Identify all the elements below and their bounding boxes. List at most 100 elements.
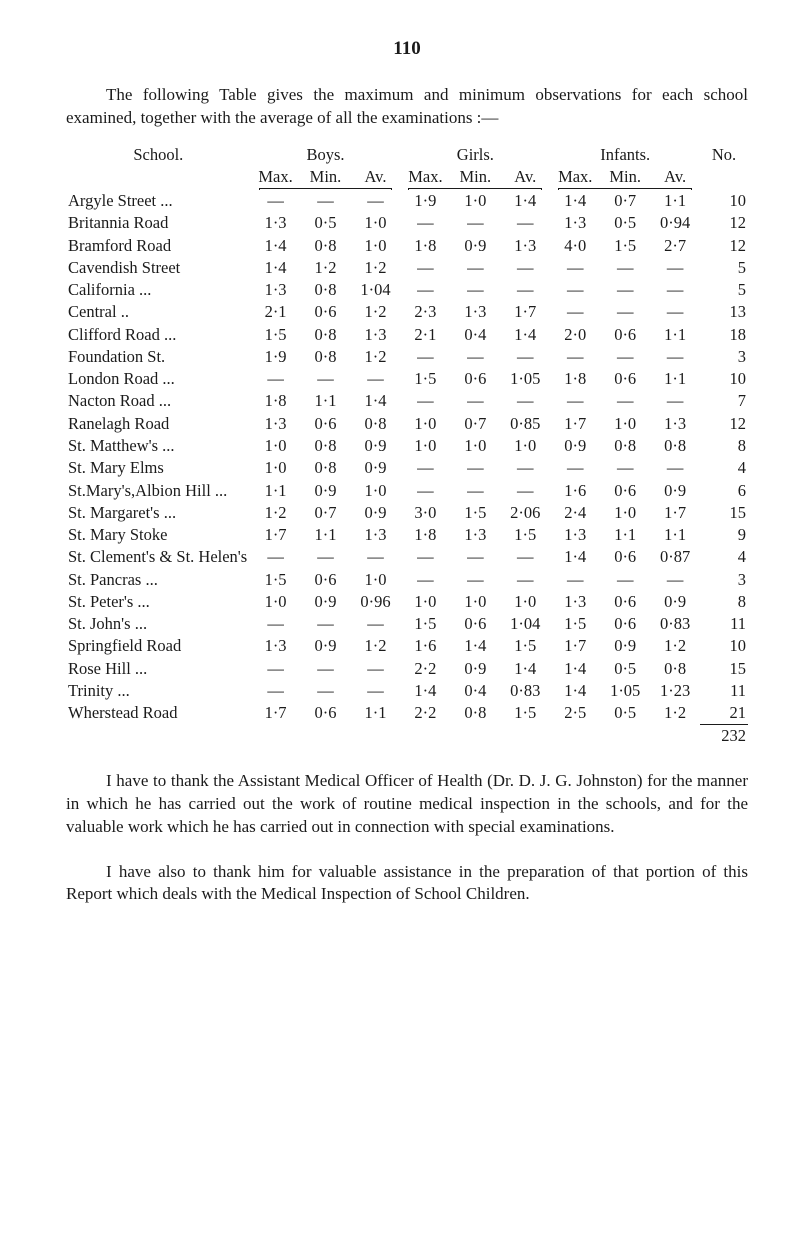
value-cell: 0·8: [301, 346, 351, 368]
colgroup-boys: Boys.: [251, 144, 401, 166]
value-cell: 1·05: [500, 368, 550, 390]
value-cell: 0·85: [500, 413, 550, 435]
no-cell: 15: [700, 502, 748, 524]
school-name-cell: St. Peter's ...: [66, 591, 251, 613]
value-cell: —: [400, 569, 450, 591]
value-cell: —: [400, 279, 450, 301]
value-cell: 1·2: [350, 257, 400, 279]
table-row: St. Mary Stoke1·71·11·31·81·31·51·31·11·…: [66, 524, 748, 546]
value-cell: 1·04: [350, 279, 400, 301]
table-row: St.Mary's,Albion Hill ...1·10·91·0———1·6…: [66, 480, 748, 502]
no-cell: 21: [700, 702, 748, 725]
value-cell: 0·8: [301, 324, 351, 346]
value-cell: 1·5: [400, 613, 450, 635]
value-cell: —: [600, 346, 650, 368]
value-cell: —: [301, 680, 351, 702]
value-cell: 1·5: [251, 569, 301, 591]
value-cell: 1·3: [350, 324, 400, 346]
no-cell: 12: [700, 235, 748, 257]
value-cell: 1·2: [650, 702, 700, 725]
col-no: No.: [700, 144, 748, 189]
col-girls-min: Min.: [450, 166, 500, 188]
value-cell: 0·87: [650, 546, 700, 568]
table-row: Argyle Street ...———1·91·01·41·40·71·110: [66, 190, 748, 212]
value-cell: —: [600, 569, 650, 591]
value-cell: —: [650, 457, 700, 479]
value-cell: 2·1: [400, 324, 450, 346]
value-cell: —: [251, 658, 301, 680]
value-cell: 2·4: [550, 502, 600, 524]
school-name-cell: London Road ...: [66, 368, 251, 390]
table-row: St. Clement's & St. Helen's ...——————1·4…: [66, 546, 748, 568]
value-cell: —: [251, 190, 301, 212]
value-cell: —: [400, 212, 450, 234]
school-name-cell: St.Mary's,Albion Hill ...: [66, 480, 251, 502]
value-cell: 1·3: [500, 235, 550, 257]
school-name-cell: Nacton Road ...: [66, 390, 251, 412]
value-cell: 1·8: [400, 524, 450, 546]
table-row: Rose Hill ...———2·20·91·41·40·50·815: [66, 658, 748, 680]
col-infants-av: Av.: [650, 166, 700, 188]
value-cell: 0·8: [650, 658, 700, 680]
school-name-cell: Bramford Road: [66, 235, 251, 257]
value-cell: 1·1: [251, 480, 301, 502]
value-cell: 0·6: [450, 368, 500, 390]
value-cell: —: [500, 212, 550, 234]
no-cell: 5: [700, 257, 748, 279]
table-row: Wherstead Road1·70·61·12·20·81·52·50·51·…: [66, 702, 748, 725]
value-cell: —: [500, 279, 550, 301]
intro-paragraph: The following Table gives the maximum an…: [66, 84, 748, 130]
value-cell: 0·83: [500, 680, 550, 702]
closing-para-1: I have to thank the Assistant Medical Of…: [66, 770, 748, 839]
value-cell: 0·9: [350, 502, 400, 524]
value-cell: 1·1: [600, 524, 650, 546]
value-cell: 1·8: [400, 235, 450, 257]
value-cell: 1·3: [251, 413, 301, 435]
value-cell: 1·8: [251, 390, 301, 412]
value-cell: —: [251, 368, 301, 390]
school-name-cell: Ranelagh Road: [66, 413, 251, 435]
table-row: St. Peter's ...1·00·90·961·01·01·01·30·6…: [66, 591, 748, 613]
value-cell: 0·6: [600, 546, 650, 568]
school-name-cell: Argyle Street ...: [66, 190, 251, 212]
value-cell: 0·5: [600, 212, 650, 234]
value-cell: 1·3: [251, 212, 301, 234]
value-cell: 2·5: [550, 702, 600, 725]
value-cell: 1·7: [650, 502, 700, 524]
table-row: Nacton Road ...1·81·11·4——————7: [66, 390, 748, 412]
value-cell: —: [251, 680, 301, 702]
value-cell: 1·5: [600, 235, 650, 257]
value-cell: 0·9: [350, 435, 400, 457]
school-name-cell: Rose Hill ...: [66, 658, 251, 680]
value-cell: 0·5: [301, 212, 351, 234]
value-cell: —: [450, 569, 500, 591]
value-cell: —: [350, 190, 400, 212]
no-cell: 8: [700, 591, 748, 613]
value-cell: 1·4: [251, 257, 301, 279]
school-name-cell: Cavendish Street: [66, 257, 251, 279]
value-cell: 1·9: [251, 346, 301, 368]
school-name-cell: St. Matthew's ...: [66, 435, 251, 457]
value-cell: 0·7: [301, 502, 351, 524]
value-cell: 0·8: [350, 413, 400, 435]
value-cell: 1·1: [301, 390, 351, 412]
value-cell: —: [301, 658, 351, 680]
value-cell: —: [500, 480, 550, 502]
value-cell: —: [350, 368, 400, 390]
value-cell: 1·4: [550, 680, 600, 702]
value-cell: 2·0: [550, 324, 600, 346]
no-cell: 12: [700, 212, 748, 234]
value-cell: —: [550, 390, 600, 412]
value-cell: 0·7: [600, 190, 650, 212]
value-cell: 1·7: [500, 301, 550, 323]
value-cell: 1·0: [251, 591, 301, 613]
table-row: Cavendish Street1·41·21·2——————5: [66, 257, 748, 279]
value-cell: —: [450, 457, 500, 479]
value-cell: 1·1: [350, 702, 400, 725]
value-cell: 1·23: [650, 680, 700, 702]
colgroup-girls: Girls.: [400, 144, 550, 166]
school-name-cell: Britannia Road: [66, 212, 251, 234]
table-row: St. Margaret's ...1·20·70·93·01·52·062·4…: [66, 502, 748, 524]
no-cell: 10: [700, 368, 748, 390]
no-cell: 10: [700, 190, 748, 212]
